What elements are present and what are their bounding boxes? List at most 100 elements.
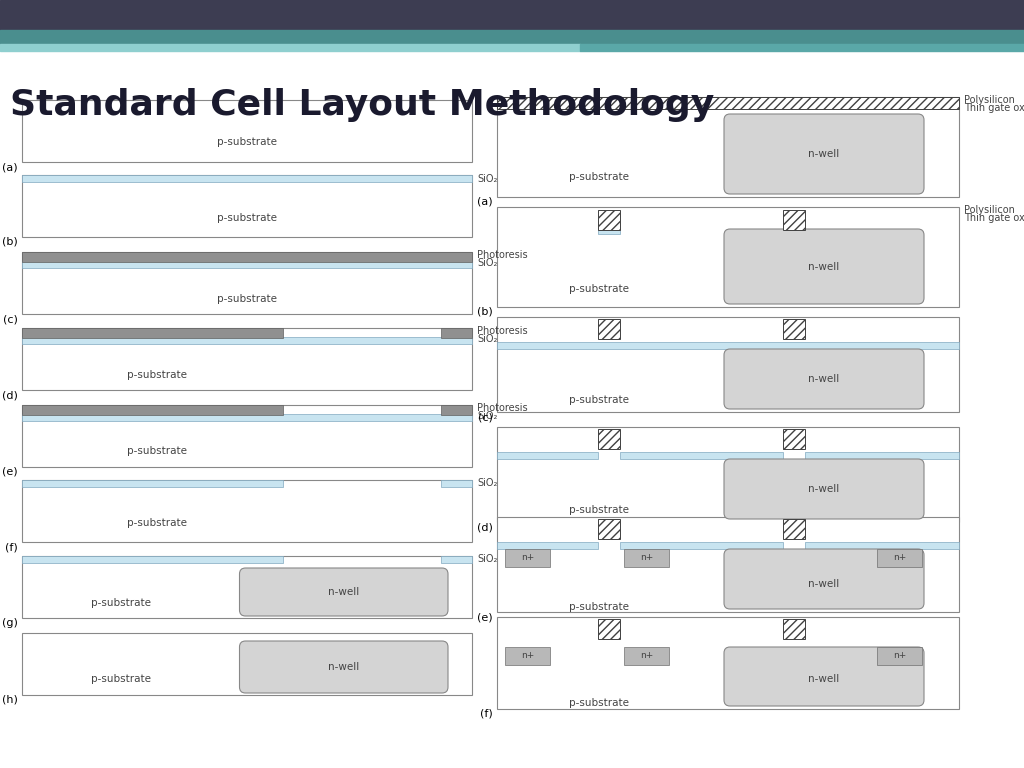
Bar	[22, 480, 472, 542]
Text: p-substrate: p-substrate	[127, 369, 187, 379]
Bar	[783, 230, 805, 234]
Text: Thin gate oxide: Thin gate oxide	[964, 213, 1024, 223]
Text: n-well: n-well	[328, 587, 359, 597]
Text: n+: n+	[640, 554, 653, 562]
Bar	[783, 429, 805, 449]
Bar	[505, 647, 550, 665]
Bar	[497, 97, 959, 197]
Text: n-well: n-well	[328, 662, 359, 672]
Bar	[22, 328, 472, 390]
Text: SiO₂: SiO₂	[477, 174, 498, 184]
Text: Standard Cell Layout Methodology: Standard Cell Layout Methodology	[10, 88, 715, 122]
Bar	[580, 44, 1024, 51]
Text: SiO₂: SiO₂	[477, 554, 498, 564]
FancyBboxPatch shape	[724, 349, 924, 409]
FancyBboxPatch shape	[724, 114, 924, 194]
Text: p-substrate: p-substrate	[568, 395, 629, 405]
Bar	[440, 480, 472, 487]
Bar	[22, 405, 472, 467]
Bar	[805, 452, 959, 459]
Bar	[440, 405, 472, 415]
Bar	[22, 480, 283, 487]
Text: (e): (e)	[2, 467, 18, 477]
Text: Photoresis: Photoresis	[477, 403, 527, 413]
Text: (b): (b)	[477, 307, 493, 317]
Text: SiO₂: SiO₂	[477, 411, 498, 421]
Text: (g): (g)	[2, 618, 18, 628]
Text: n+: n+	[521, 651, 535, 660]
Bar	[497, 452, 598, 459]
Bar	[22, 175, 472, 182]
Bar	[497, 542, 598, 549]
Bar	[22, 556, 283, 563]
Text: n-well: n-well	[808, 149, 840, 159]
Bar	[505, 549, 550, 567]
Text: (d): (d)	[477, 522, 493, 532]
Text: (h): (h)	[2, 695, 18, 705]
Bar	[620, 452, 783, 459]
Bar	[598, 210, 620, 230]
Text: p-substrate: p-substrate	[217, 137, 278, 147]
Text: (b): (b)	[2, 237, 18, 247]
Text: p-substrate: p-substrate	[91, 598, 151, 607]
Bar	[598, 619, 620, 639]
Text: p-substrate: p-substrate	[217, 293, 278, 303]
Bar	[783, 619, 805, 639]
Text: (e): (e)	[477, 612, 493, 622]
Bar	[783, 519, 805, 539]
Bar	[22, 337, 472, 344]
Text: Polysilicon: Polysilicon	[964, 205, 1015, 215]
Bar	[22, 261, 472, 268]
Text: Thin gate oxide: Thin gate oxide	[964, 103, 1024, 113]
Text: n-well: n-well	[808, 261, 840, 272]
Text: p-substrate: p-substrate	[127, 518, 187, 528]
Text: n-well: n-well	[808, 374, 840, 384]
Bar	[22, 100, 472, 162]
FancyBboxPatch shape	[724, 229, 924, 304]
Bar	[497, 342, 959, 349]
Bar	[22, 252, 472, 262]
Bar	[22, 175, 472, 237]
Text: n-well: n-well	[808, 579, 840, 589]
FancyBboxPatch shape	[240, 641, 449, 693]
Bar	[22, 405, 283, 415]
Bar	[598, 519, 620, 539]
Text: (c): (c)	[478, 412, 493, 422]
Bar	[497, 427, 959, 522]
FancyBboxPatch shape	[724, 647, 924, 706]
Bar	[0, 30, 1024, 44]
Bar	[497, 317, 959, 412]
Bar	[497, 97, 959, 109]
Text: n+: n+	[640, 651, 653, 660]
Text: (a): (a)	[2, 162, 18, 172]
Text: p-substrate: p-substrate	[91, 674, 151, 684]
Text: Polysilicon: Polysilicon	[964, 95, 1015, 105]
Bar	[0, 44, 580, 51]
Bar	[598, 230, 620, 234]
Text: p-substrate: p-substrate	[568, 602, 629, 612]
Bar	[624, 647, 669, 665]
Text: p-substrate: p-substrate	[568, 698, 629, 708]
Bar	[497, 97, 959, 104]
Text: (f): (f)	[5, 542, 18, 552]
Bar	[22, 414, 472, 421]
Bar	[440, 556, 472, 563]
Bar	[22, 328, 283, 338]
Text: n+: n+	[893, 651, 906, 660]
Bar	[440, 328, 472, 338]
Text: SiO₂: SiO₂	[477, 334, 498, 344]
Bar	[22, 252, 472, 314]
Bar	[877, 647, 922, 665]
Bar	[624, 549, 669, 567]
Bar	[805, 542, 959, 549]
Text: SiO₂: SiO₂	[477, 478, 498, 488]
Text: (a): (a)	[477, 197, 493, 207]
Text: (d): (d)	[2, 390, 18, 400]
Text: n+: n+	[893, 554, 906, 562]
Bar	[22, 633, 472, 695]
Bar	[598, 319, 620, 339]
FancyBboxPatch shape	[240, 568, 449, 616]
Text: (c): (c)	[3, 314, 18, 324]
Bar	[783, 210, 805, 230]
Text: (f): (f)	[480, 709, 493, 719]
